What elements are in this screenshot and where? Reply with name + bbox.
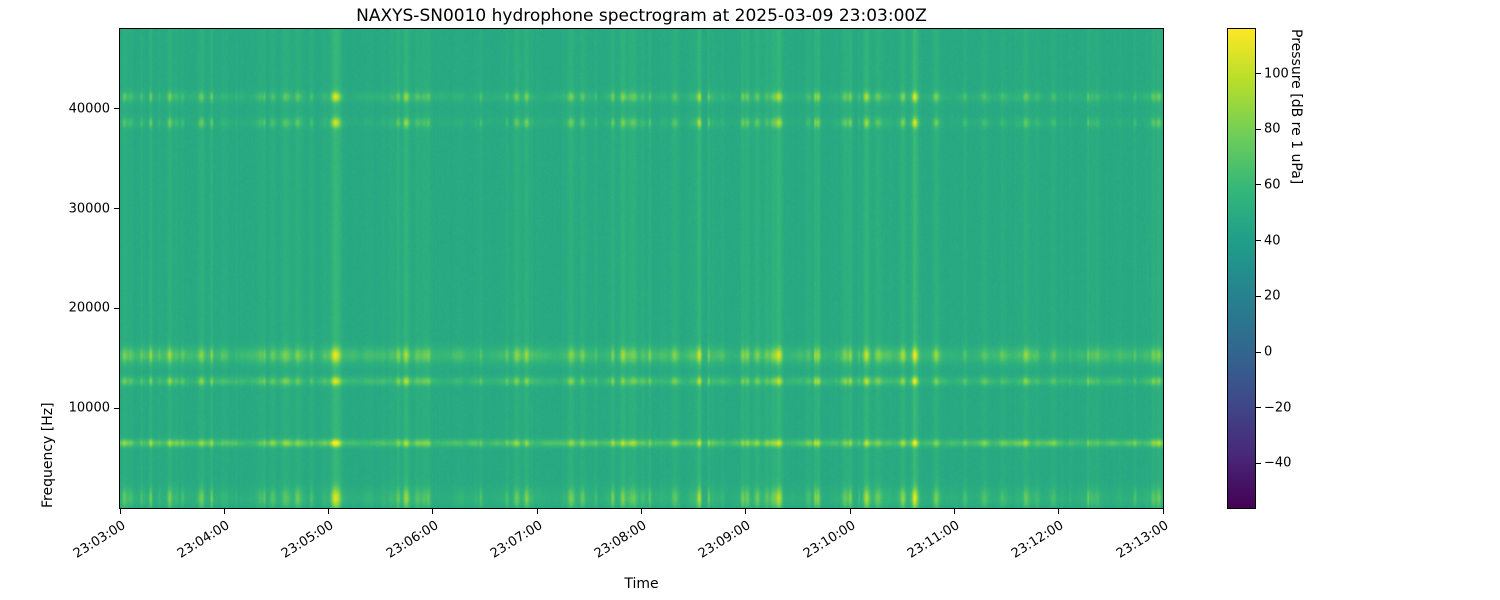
x-tick-label: 23:13:00 <box>1113 518 1171 562</box>
colorbar-tick-label: −20 <box>1264 400 1292 416</box>
x-tick-mark <box>536 509 538 514</box>
plot-area-frame <box>119 28 1164 509</box>
colorbar-tick-label: 0 <box>1264 344 1273 360</box>
spectrogram-heatmap <box>120 29 1163 508</box>
x-tick-label: 23:10:00 <box>800 518 859 562</box>
x-tick-label: 23:05:00 <box>279 518 337 562</box>
colorbar-tick-mark <box>1256 128 1261 130</box>
x-tick-label: 23:11:00 <box>904 518 963 562</box>
colorbar-tick-mark <box>1256 351 1261 353</box>
colorbar-tick-mark <box>1256 240 1261 242</box>
x-tick-label: 23:12:00 <box>1009 518 1067 562</box>
x-tick-label: 23:08:00 <box>591 518 650 562</box>
y-tick-mark <box>114 407 119 409</box>
x-tick-mark <box>1058 509 1060 514</box>
y-tick-mark <box>114 208 119 210</box>
colorbar-tick-label: −40 <box>1264 455 1292 471</box>
colorbar-tick-label: 40 <box>1264 233 1281 249</box>
x-tick-mark <box>223 509 225 514</box>
x-tick-label: 23:06:00 <box>383 518 441 562</box>
colorbar-tick-label: 20 <box>1264 288 1281 304</box>
y-tick-mark <box>114 307 119 309</box>
x-tick-label: 23:04:00 <box>174 518 233 562</box>
colorbar-tick-mark <box>1256 462 1261 464</box>
colorbar-frame <box>1227 28 1256 509</box>
colorbar-tick-label: 60 <box>1264 177 1281 193</box>
figure-title: NAXYS-SN0010 hydrophone spectrogram at 2… <box>356 6 927 26</box>
x-tick-mark <box>849 509 851 514</box>
x-tick-label: 23:09:00 <box>696 518 754 562</box>
y-tick-label: 40000 <box>68 101 110 117</box>
colorbar-tick-mark <box>1256 184 1261 186</box>
colorbar-tick-mark <box>1256 407 1261 409</box>
x-tick-mark <box>328 509 330 514</box>
x-tick-mark <box>745 509 747 514</box>
y-tick-mark <box>114 108 119 110</box>
colorbar-tick-label: 100 <box>1264 66 1289 82</box>
colorbar-tick-mark <box>1256 295 1261 297</box>
y-tick-label: 10000 <box>68 400 110 416</box>
x-tick-mark <box>641 509 642 514</box>
x-tick-mark <box>953 509 955 514</box>
y-tick-label: 20000 <box>68 300 110 316</box>
x-tick-mark <box>432 509 434 514</box>
colorbar-tick-label: 80 <box>1264 121 1281 137</box>
x-tick-mark <box>1162 509 1164 514</box>
colorbar-gradient <box>1228 29 1255 508</box>
y-tick-label: 30000 <box>68 201 110 217</box>
x-axis-label: Time <box>624 576 659 592</box>
x-tick-label: 23:03:00 <box>70 518 128 562</box>
colorbar-tick-mark <box>1256 73 1261 75</box>
x-tick-label: 23:07:00 <box>487 518 546 562</box>
x-tick-mark <box>119 509 121 514</box>
colorbar-label: Pressure [dB re 1 uPa] <box>1288 29 1304 185</box>
